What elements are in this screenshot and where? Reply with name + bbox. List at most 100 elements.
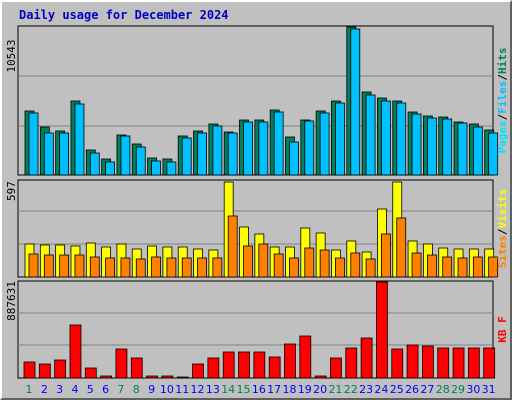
legend-top-part-3: / — [496, 74, 509, 81]
bar-top-files-28 — [442, 118, 453, 176]
bar-middle-sites-26 — [411, 252, 422, 278]
bar-bottom-kb-f-20 — [314, 375, 327, 379]
bar-middle-sites-16 — [258, 243, 269, 278]
x-tick-9: 9 — [148, 383, 155, 396]
bar-middle-sites-15 — [243, 245, 253, 278]
bar-top-files-27 — [426, 117, 437, 176]
x-tick-11: 11 — [175, 383, 189, 396]
x-tick-30: 30 — [466, 383, 480, 396]
bar-bottom-kb-f-28 — [437, 347, 450, 379]
bar-middle-sites-8 — [135, 258, 146, 278]
bar-bottom-kb-f-31 — [483, 347, 496, 379]
bar-middle-sites-18 — [289, 257, 299, 278]
bar-middle-sites-13 — [212, 257, 223, 278]
bar-top-files-12 — [197, 132, 207, 176]
bar-middle-sites-6 — [105, 257, 116, 278]
bar-top-files-17 — [273, 111, 284, 176]
bar-top-files-4 — [74, 103, 85, 176]
bar-middle-sites-25 — [396, 217, 407, 278]
legend-middle: Sites/Visits — [496, 189, 509, 269]
legend-middle-part-0: Sites — [496, 235, 509, 268]
bar-top-files-29 — [457, 122, 468, 176]
bar-bottom-kb-f-19 — [299, 335, 312, 379]
bar-top-files-7 — [120, 135, 131, 176]
bar-middle-sites-2 — [43, 254, 54, 278]
bar-top-files-31 — [488, 132, 499, 176]
bar-middle-sites-20 — [319, 249, 330, 278]
bar-bottom-kb-f-17 — [268, 356, 281, 379]
bar-top-files-23 — [365, 94, 376, 176]
x-tick-15: 15 — [237, 383, 251, 396]
bar-top-files-24 — [381, 100, 391, 176]
legend-top-part-1: / — [496, 113, 509, 120]
bar-bottom-kb-f-23 — [360, 337, 373, 379]
bar-bottom-kb-f-13 — [207, 357, 220, 379]
bar-bottom-kb-f-18 — [284, 343, 296, 379]
x-tick-14: 14 — [221, 383, 235, 396]
bar-top-files-10 — [166, 161, 177, 176]
bar-middle-sites-12 — [197, 257, 207, 278]
bar-bottom-kb-f-15 — [238, 351, 250, 379]
bar-top-files-6 — [105, 161, 116, 176]
bar-top-files-14 — [227, 132, 238, 176]
bar-middle-sites-22 — [350, 252, 361, 278]
bar-top-files-1 — [28, 112, 39, 176]
x-tick-18: 18 — [282, 383, 296, 396]
bar-bottom-kb-f-9 — [146, 375, 158, 379]
bar-middle-sites-27 — [426, 254, 437, 278]
bar-top-files-21 — [335, 102, 345, 176]
bar-top-files-20 — [319, 112, 330, 176]
bar-bottom-kb-f-29 — [452, 347, 465, 379]
x-tick-19: 19 — [298, 383, 312, 396]
bar-middle-sites-21 — [335, 257, 345, 278]
bar-middle-sites-10 — [166, 257, 177, 278]
bar-middle-sites-30 — [472, 256, 483, 278]
x-tick-12: 12 — [191, 383, 205, 396]
bar-bottom-kb-f-21 — [330, 357, 342, 379]
bar-top-files-26 — [411, 113, 422, 176]
bar-bottom-kb-f-24 — [376, 281, 388, 379]
x-tick-27: 27 — [420, 383, 434, 396]
legend-bottom: KB F — [496, 316, 509, 343]
x-tick-13: 13 — [206, 383, 220, 396]
x-tick-3: 3 — [56, 383, 63, 396]
bar-middle-sites-28 — [442, 256, 453, 278]
bar-bottom-kb-f-26 — [406, 344, 419, 379]
bar-bottom-kb-f-6 — [100, 375, 113, 379]
x-tick-10: 10 — [160, 383, 174, 396]
bar-middle-sites-31 — [488, 256, 499, 278]
x-tick-28: 28 — [436, 383, 450, 396]
bar-top-files-25 — [396, 102, 407, 176]
bar-middle-sites-14 — [227, 215, 238, 278]
chart-title: Daily usage for December 2024 — [19, 8, 229, 22]
bar-top-files-19 — [304, 120, 315, 176]
x-tick-26: 26 — [405, 383, 419, 396]
x-tick-16: 16 — [252, 383, 266, 396]
bar-bottom-kb-f-11 — [176, 376, 189, 379]
x-tick-20: 20 — [313, 383, 327, 396]
bar-top-files-30 — [472, 126, 483, 176]
bar-top-files-13 — [212, 125, 223, 176]
bar-bottom-kb-f-30 — [467, 347, 480, 379]
x-tick-22: 22 — [344, 383, 358, 396]
x-tick-23: 23 — [359, 383, 373, 396]
bar-middle-sites-1 — [28, 253, 39, 278]
bar-top-files-5 — [89, 152, 100, 176]
bar-bottom-kb-f-25 — [391, 348, 404, 379]
ytick-label-middle: 597 — [5, 181, 18, 201]
bar-bottom-kb-f-12 — [192, 363, 204, 379]
bar-middle-sites-19 — [304, 247, 315, 278]
bar-middle-sites-3 — [59, 254, 70, 278]
bar-bottom-kb-f-2 — [38, 363, 51, 379]
x-tick-24: 24 — [374, 383, 388, 396]
bar-bottom-kb-f-4 — [69, 324, 82, 379]
ytick-label-top: 10543 — [5, 39, 18, 72]
bar-top-files-22 — [350, 28, 361, 176]
bar-top-files-11 — [181, 137, 192, 176]
bar-bottom-kb-f-16 — [253, 351, 266, 379]
bar-top-files-18 — [289, 141, 299, 176]
bar-bottom-kb-f-10 — [161, 375, 174, 379]
bar-top-files-2 — [43, 132, 54, 176]
bar-bottom-kb-f-27 — [421, 345, 434, 379]
